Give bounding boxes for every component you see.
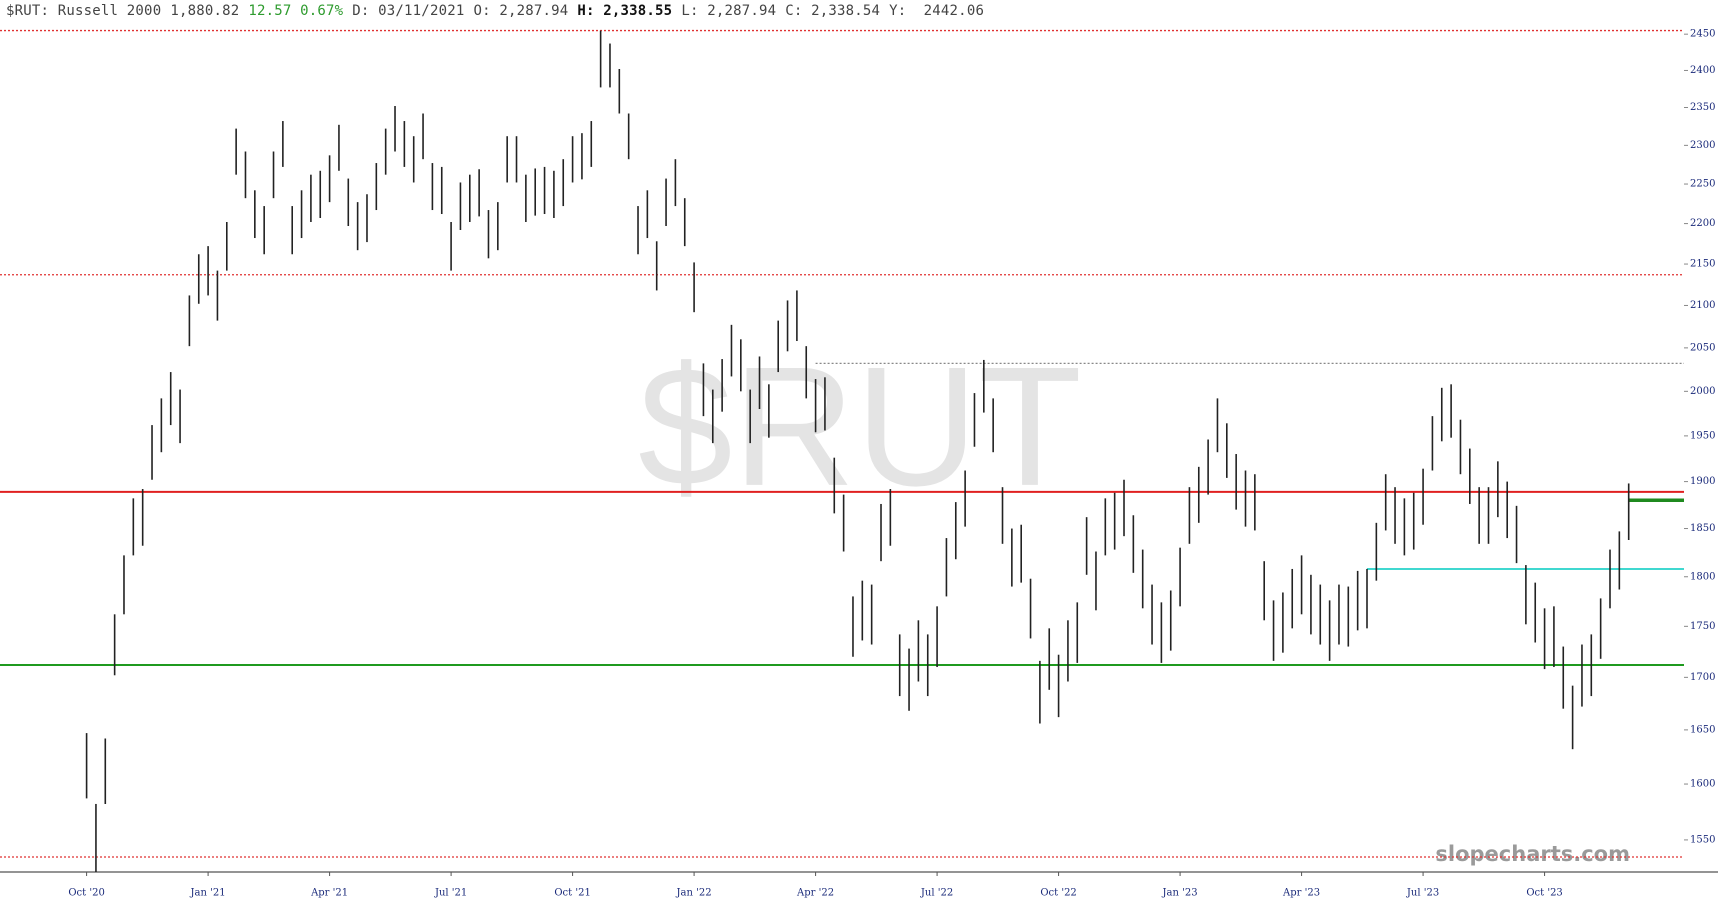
open: O: 2,287.94 [473, 3, 569, 19]
header: $RUT: Russell 2000 1,880.82 12.57 0.67% D: … [6, 3, 993, 19]
y-tick-label: 2150 [1690, 259, 1715, 270]
high: H: 2,338.55 [577, 3, 673, 19]
y-tick-label: 2300 [1690, 140, 1715, 151]
x-tick-label: Oct '22 [1040, 888, 1076, 899]
last-price: 1,880.82 [170, 3, 240, 19]
y-tick-label: 1550 [1690, 834, 1715, 845]
x-tick-label: Jul '23 [1406, 888, 1439, 899]
x-tick-label: Jul '22 [920, 888, 953, 899]
close: C: 2,338.54 [785, 3, 881, 19]
watermark: $RUT [638, 332, 1082, 522]
change: 12.57 0.67% [248, 3, 344, 19]
y-tick-label: 1800 [1690, 571, 1715, 582]
x-tick-label: Oct '23 [1526, 888, 1562, 899]
y-tick-label: 2250 [1690, 179, 1715, 190]
y-tick-label: 1650 [1690, 724, 1715, 735]
credit: slopecharts.com [1435, 842, 1630, 866]
y-tick-label: 1850 [1690, 523, 1715, 534]
x-tick-label: Apr '21 [310, 888, 348, 899]
y-tick-label: 1950 [1690, 430, 1715, 441]
y-tick-label: 1700 [1690, 672, 1715, 683]
y-value: Y: 2442.06 [889, 3, 985, 19]
symbol: $RUT: Russell 2000 [6, 3, 162, 19]
y-tick-label: 2100 [1690, 300, 1715, 311]
x-tick-label: Jul '21 [434, 888, 467, 899]
y-tick-label: 2050 [1690, 342, 1715, 353]
y-tick-label: 2200 [1690, 218, 1715, 229]
y-tick-label: 2350 [1690, 102, 1715, 113]
y-tick-label: 1900 [1690, 476, 1715, 487]
y-tick-label: 1750 [1690, 621, 1715, 632]
y-tick-label: 2400 [1690, 65, 1715, 76]
x-tick-label: Oct '20 [68, 888, 104, 899]
y-tick-label: 2450 [1690, 29, 1715, 40]
price-bars [85, 30, 1630, 872]
low: L: 2,287.94 [681, 3, 777, 19]
x-tick-label: Apr '23 [1282, 888, 1320, 899]
y-tick-label: 1600 [1690, 779, 1715, 790]
levels [0, 29, 1684, 858]
x-tick-label: Jan '21 [190, 888, 226, 899]
x-tick-label: Jan '22 [676, 888, 712, 899]
x-tick-label: Oct '21 [554, 888, 590, 899]
date: D: 03/11/2021 [352, 3, 465, 19]
y-tick-label: 2000 [1690, 386, 1715, 397]
x-tick-label: Jan '23 [1162, 888, 1198, 899]
x-tick-label: Apr '22 [796, 888, 834, 899]
